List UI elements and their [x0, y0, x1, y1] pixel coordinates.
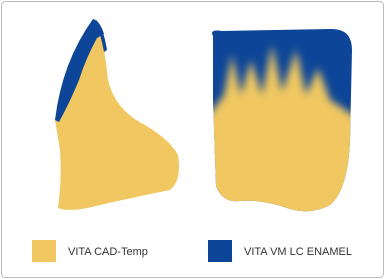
- legend-swatch: [32, 240, 56, 262]
- diagram: VITA CAD-Temp VITA VM LC ENAMEL: [0, 0, 385, 279]
- legend-label: VITA VM LC ENAMEL: [244, 246, 352, 258]
- legend-swatch: [208, 240, 232, 262]
- legend-label: VITA CAD-Temp: [68, 246, 148, 258]
